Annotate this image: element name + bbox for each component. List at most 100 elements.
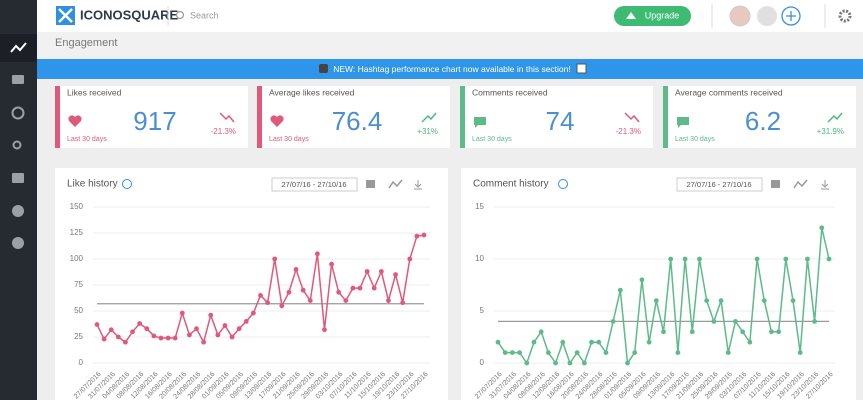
card-period: Last 30 days bbox=[67, 136, 107, 143]
data-point bbox=[300, 287, 306, 293]
add-account[interactable] bbox=[781, 6, 801, 26]
data-point bbox=[329, 261, 334, 267]
info-icon[interactable] bbox=[122, 179, 132, 189]
data-point bbox=[386, 298, 391, 303]
data-point bbox=[797, 350, 803, 355]
trend-icon bbox=[624, 112, 640, 123]
nav-icon[interactable] bbox=[10, 42, 27, 53]
section-header bbox=[37, 32, 863, 57]
tool-icon[interactable] bbox=[388, 179, 403, 189]
avatar[interactable] bbox=[757, 6, 777, 26]
data-point bbox=[236, 326, 242, 332]
data-point bbox=[733, 319, 738, 324]
data-point bbox=[740, 329, 746, 335]
data-point bbox=[697, 256, 702, 262]
data-point bbox=[538, 329, 544, 335]
data-point bbox=[279, 303, 285, 309]
data-point bbox=[201, 339, 207, 345]
nav-icon[interactable] bbox=[12, 140, 22, 150]
logo-mark bbox=[58, 8, 73, 23]
trend-icon bbox=[219, 112, 235, 123]
tool-icon[interactable] bbox=[366, 180, 375, 188]
data-point bbox=[336, 289, 342, 295]
nav-icon[interactable] bbox=[11, 106, 25, 120]
data-point bbox=[545, 350, 551, 355]
card-value: 6.2 bbox=[745, 106, 781, 136]
tool-icon[interactable] bbox=[771, 180, 780, 188]
tool-icon[interactable] bbox=[821, 180, 829, 190]
data-point bbox=[314, 251, 320, 257]
stat-card bbox=[55, 86, 248, 148]
card-change: -21.3% bbox=[211, 127, 236, 136]
data-point bbox=[689, 329, 695, 335]
date-picker[interactable] bbox=[271, 177, 358, 192]
date-range[interactable]: 27/07/16 - 27/10/16 bbox=[281, 180, 346, 189]
data-point bbox=[711, 319, 717, 324]
data-point bbox=[725, 350, 731, 355]
data-point bbox=[826, 256, 832, 262]
data-point bbox=[531, 339, 537, 345]
y-tick-label: 125 bbox=[70, 228, 84, 237]
data-point bbox=[560, 339, 566, 345]
data-point bbox=[307, 298, 313, 303]
data-point bbox=[610, 319, 616, 324]
date-range[interactable]: 27/07/16 - 27/10/16 bbox=[686, 180, 751, 189]
data-point bbox=[350, 285, 356, 291]
upgrade-button[interactable] bbox=[614, 6, 691, 26]
card-period: Last 30 days bbox=[269, 136, 309, 143]
data-point bbox=[286, 289, 292, 295]
y-tick-label: 75 bbox=[74, 280, 83, 289]
data-point bbox=[421, 232, 427, 238]
data-point bbox=[393, 272, 398, 277]
y-tick-label: 100 bbox=[70, 254, 84, 263]
card-change: +31.9% bbox=[817, 127, 844, 136]
trend-icon bbox=[421, 112, 437, 123]
data-point bbox=[250, 310, 256, 316]
data-point bbox=[661, 329, 666, 335]
upgrade-label[interactable]: Upgrade bbox=[645, 10, 680, 20]
data-point bbox=[222, 323, 228, 328]
data-point bbox=[165, 335, 171, 341]
data-point bbox=[805, 256, 810, 262]
data-point bbox=[675, 350, 681, 355]
data-point bbox=[414, 233, 420, 239]
nav-icon[interactable] bbox=[12, 173, 24, 183]
data-point bbox=[668, 256, 674, 262]
data-point bbox=[761, 298, 767, 303]
data-point bbox=[553, 360, 558, 366]
card-title: Average likes received bbox=[269, 87, 355, 97]
data-point bbox=[812, 319, 818, 324]
data-point bbox=[754, 256, 760, 262]
card-title: Likes received bbox=[67, 87, 122, 97]
tool-icon[interactable] bbox=[793, 179, 808, 189]
data-point bbox=[790, 298, 796, 303]
logo[interactable]: ICONOSQUARE bbox=[80, 7, 179, 22]
data-point bbox=[243, 319, 249, 324]
card-value: 74 bbox=[546, 106, 575, 136]
banner-icon bbox=[576, 63, 587, 74]
data-point bbox=[596, 339, 602, 345]
data-point bbox=[632, 350, 638, 355]
data-point bbox=[187, 332, 192, 338]
data-point bbox=[704, 298, 710, 303]
data-point bbox=[272, 256, 278, 262]
settings[interactable] bbox=[838, 9, 852, 23]
data-point bbox=[517, 350, 522, 355]
data-point bbox=[776, 329, 782, 335]
search[interactable]: Search bbox=[190, 10, 219, 20]
info-icon[interactable] bbox=[558, 179, 568, 189]
nav-icon[interactable] bbox=[12, 237, 24, 249]
avatar[interactable] bbox=[729, 5, 751, 27]
data-point bbox=[108, 327, 114, 333]
date-picker[interactable] bbox=[676, 177, 763, 192]
data-point bbox=[819, 225, 825, 231]
data-point bbox=[144, 326, 150, 332]
y-tick-label: 15 bbox=[475, 202, 484, 211]
nav-icon[interactable] bbox=[12, 205, 24, 217]
top-bar bbox=[37, 0, 863, 32]
tool-icon[interactable] bbox=[414, 180, 422, 190]
nav-icon[interactable] bbox=[12, 75, 24, 84]
data-point bbox=[589, 339, 594, 345]
data-point bbox=[130, 329, 135, 335]
